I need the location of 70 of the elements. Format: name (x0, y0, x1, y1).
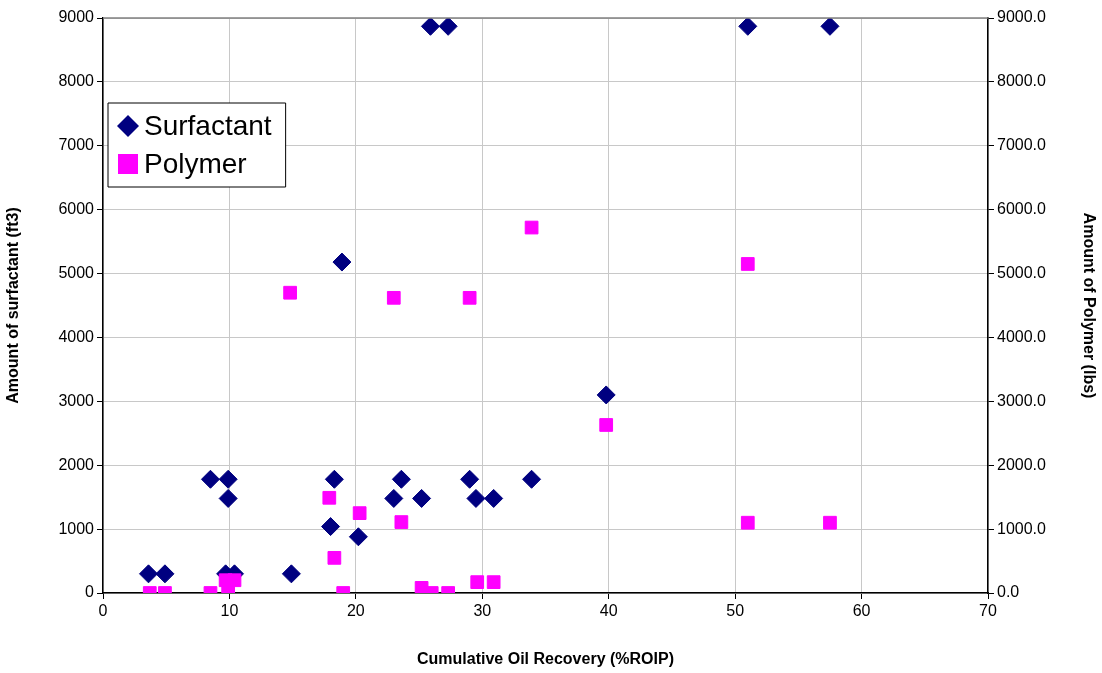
point (599, 418, 614, 432)
y-tick-label: 6000 (58, 200, 95, 218)
point (820, 18, 840, 36)
y2-tick-label: 7000.0 (997, 136, 1047, 154)
point (486, 575, 501, 589)
y2-tick-label: 3000.0 (997, 391, 1047, 409)
y2-tick-label: 0.0 (997, 583, 1020, 601)
point (524, 220, 539, 235)
legend-label: Surfactant (144, 109, 272, 141)
point (227, 573, 242, 588)
y2-tick-label: 4000.0 (997, 327, 1047, 345)
x-tick-label: 40 (599, 602, 618, 620)
point (155, 564, 175, 584)
point (738, 18, 758, 36)
y2-tick-label: 5000.0 (997, 263, 1047, 281)
point (384, 488, 404, 508)
point (324, 469, 344, 489)
y-tick-label: 7000 (58, 136, 95, 154)
y2-axis-title: Amount of Polymer (lbs) (1080, 212, 1098, 399)
y-tick-label: 1000 (58, 519, 95, 537)
y-tick-label: 3000 (58, 391, 95, 409)
point (218, 488, 238, 508)
point (200, 469, 220, 489)
point (470, 575, 485, 589)
y2-tick-label: 8000.0 (997, 72, 1047, 90)
x-tick-label: 70 (979, 602, 997, 620)
point (352, 506, 367, 520)
x-tick-label: 50 (726, 602, 745, 620)
point (394, 515, 409, 529)
y2-tick-label: 2000.0 (997, 455, 1047, 473)
point (218, 469, 238, 489)
point (283, 285, 297, 300)
point (322, 490, 337, 505)
point (327, 551, 342, 565)
point (740, 515, 755, 530)
y2-tick-label: 6000.0 (997, 200, 1047, 218)
x-tick-label: 0 (98, 602, 108, 620)
point (391, 469, 411, 489)
point (462, 290, 477, 305)
point (823, 515, 837, 530)
point (332, 252, 352, 272)
point (139, 564, 159, 584)
point (466, 488, 486, 508)
x-tick-label: 60 (852, 602, 871, 620)
point (281, 564, 301, 584)
y-tick-label: 2000 (58, 455, 95, 473)
point (596, 385, 616, 405)
y-tick-label: 5000 (58, 263, 95, 281)
point (420, 18, 440, 36)
x-tick-label: 30 (473, 602, 492, 620)
y-tick-label: 4000 (58, 327, 95, 345)
point (522, 469, 542, 489)
legend-label: Polymer (144, 147, 247, 179)
y-axis-title: Amount of surfactant (ft3) (4, 207, 22, 404)
y-tick-label: 8000 (58, 72, 95, 90)
point (460, 469, 480, 489)
x-axis-title: Cumulative Oil Recovery (%ROIP) (417, 649, 674, 667)
point (484, 488, 504, 508)
x-tick-label: 20 (346, 602, 365, 620)
y2-tick-label: 9000.0 (997, 8, 1047, 26)
y-tick-label: 0 (85, 583, 95, 601)
point (386, 290, 401, 305)
point (321, 517, 341, 537)
point (348, 527, 368, 547)
point (740, 257, 755, 271)
y-tick-label: 9000 (58, 8, 95, 26)
y2-tick-label: 1000.0 (997, 519, 1047, 537)
x-tick-label: 10 (220, 602, 239, 620)
point (412, 488, 432, 508)
point (438, 18, 458, 36)
